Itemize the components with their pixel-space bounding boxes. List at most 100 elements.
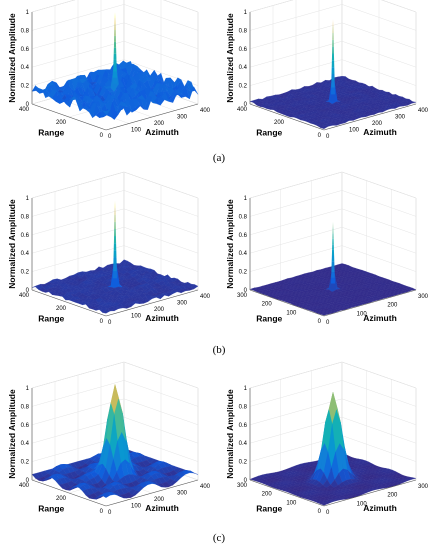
azimuth-axis-label: Azimuth <box>363 503 397 513</box>
z-tick-label: 0.8 <box>239 214 248 220</box>
azimuth-tick-label: 0 <box>108 320 112 326</box>
range-tick-label: 0 <box>100 319 104 325</box>
z-tick-label: 0.2 <box>239 270 248 276</box>
caption-c: (c) <box>0 532 438 544</box>
azimuth-axis-label: Azimuth <box>145 127 179 137</box>
z-tick-label: 0.6 <box>239 233 248 239</box>
z-tick-label: 0.8 <box>239 28 248 34</box>
range-tick-label: 200 <box>56 496 67 502</box>
azimuth-tick-label: 0 <box>326 510 330 516</box>
range-tick-label: 200 <box>262 492 273 498</box>
azimuth-tick-label: 400 <box>418 108 429 114</box>
azimuth-tick-label: 300 <box>418 484 429 490</box>
range-axis-label: Range <box>256 314 282 324</box>
peak-slice <box>114 250 117 257</box>
range-tick-label: 100 <box>286 500 297 506</box>
z-tick-label: 1 <box>244 386 248 392</box>
z-tick-label: 0.2 <box>239 460 248 466</box>
range-tick-label: 200 <box>262 302 273 308</box>
range-tick-label: 0 <box>318 133 322 139</box>
range-tick-label: 0 <box>100 509 104 515</box>
caption-a: (a) <box>0 152 438 164</box>
z-tick-label: 1 <box>26 386 30 392</box>
peak-slice <box>332 239 333 245</box>
peak-slice <box>332 261 335 267</box>
z-tick-label: 0.4 <box>21 65 30 71</box>
azimuth-tick-label: 100 <box>131 314 142 320</box>
peak-slice <box>332 250 334 256</box>
z-tick-label: 1 <box>244 196 248 202</box>
peak-slice <box>114 236 116 243</box>
azimuth-axis-label: Azimuth <box>363 313 397 323</box>
range-tick-label: 100 <box>286 310 297 316</box>
z-tick-label: 1 <box>26 10 30 16</box>
azimuth-tick-label: 0 <box>326 134 330 140</box>
z-tick-label: 0.2 <box>239 84 248 90</box>
range-tick-label: 400 <box>19 107 30 113</box>
azimuth-tick-label: 100 <box>131 128 142 134</box>
peak-slice <box>332 53 334 60</box>
azimuth-tick-label: 300 <box>395 115 406 121</box>
z-tick-label: 0.6 <box>21 47 30 53</box>
z-axis-label: Normalized Amplitude <box>7 13 17 103</box>
z-tick-label: 0.4 <box>21 251 30 257</box>
azimuth-tick-label: 0 <box>108 510 112 516</box>
z-axis-label: Normalized Amplitude <box>7 389 17 479</box>
z-tick-label: 0.2 <box>21 460 30 466</box>
peak-slice <box>114 36 116 42</box>
azimuth-tick-label: 400 <box>200 484 211 490</box>
peak-slice <box>331 88 335 95</box>
peak-slice <box>113 66 117 72</box>
z-axis-label: Normalized Amplitude <box>225 199 235 289</box>
peak-slice <box>113 72 117 78</box>
range-tick-label: 400 <box>19 483 30 489</box>
z-tick-label: 0.6 <box>21 233 30 239</box>
range-tick-label: 400 <box>237 107 248 113</box>
z-tick-label: 0.2 <box>21 84 30 90</box>
range-tick-label: 400 <box>19 293 30 299</box>
peak-slice <box>332 33 333 40</box>
z-tick-label: 0.8 <box>21 214 30 220</box>
z-tick-label: 0.8 <box>21 404 30 410</box>
peak-slice <box>331 74 334 81</box>
z-tick-label: 0.6 <box>21 423 30 429</box>
range-axis-label: Range <box>38 128 64 138</box>
peak-slice <box>113 278 117 285</box>
peak-slice <box>113 257 116 264</box>
range-tick-label: 0 <box>100 133 104 139</box>
peak-slice <box>331 267 334 273</box>
azimuth-tick-label: 0 <box>326 320 330 326</box>
z-axis-label: Normalized Amplitude <box>7 199 17 289</box>
z-tick-label: 0.4 <box>21 441 30 447</box>
z-tick-label: 0.8 <box>21 28 30 34</box>
peak-slice <box>332 47 334 54</box>
peak-slice <box>113 271 117 278</box>
z-tick-label: 0.2 <box>21 270 30 276</box>
z-tick-label: 0.4 <box>239 251 248 257</box>
azimuth-tick-label: 400 <box>200 294 211 300</box>
peak-slice <box>114 222 115 229</box>
azimuth-tick-label: 200 <box>387 303 398 309</box>
z-tick-label: 0.4 <box>239 441 248 447</box>
azimuth-tick-label: 300 <box>177 301 188 307</box>
range-tick-label: 200 <box>274 120 285 126</box>
peak-slice <box>332 233 333 239</box>
caption-b: (b) <box>0 344 438 356</box>
range-tick-label: 300 <box>237 483 248 489</box>
peak-slice <box>332 40 333 47</box>
z-tick-label: 1 <box>26 196 30 202</box>
azimuth-axis-label: Azimuth <box>145 313 179 323</box>
peak-slice <box>114 48 117 54</box>
azimuth-tick-label: 400 <box>200 108 211 114</box>
peak-slice <box>114 243 117 250</box>
range-axis-label: Range <box>256 504 282 514</box>
